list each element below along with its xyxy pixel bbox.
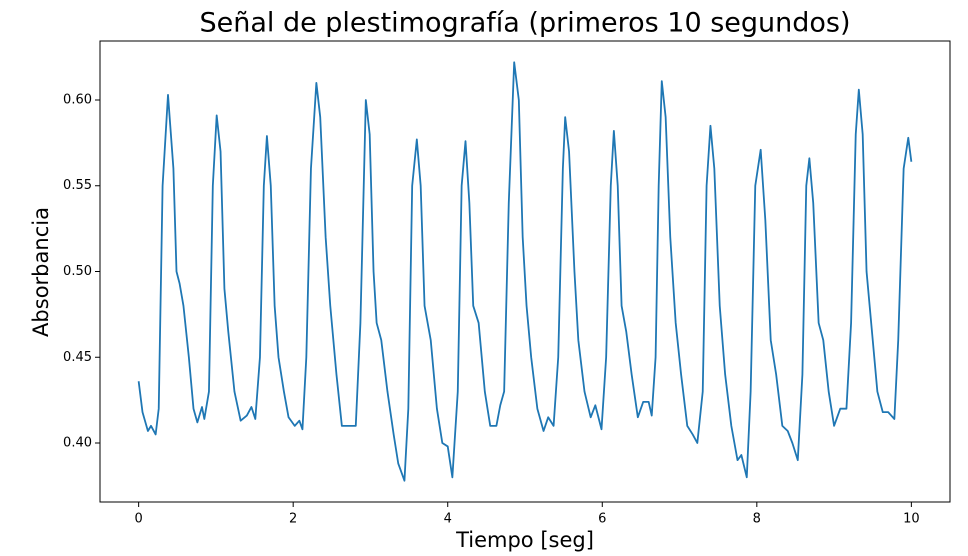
chart-title: Señal de plestimografía (primeros 10 seg…	[199, 8, 850, 39]
x-tick-label: 0	[134, 512, 142, 527]
y-axis-label: Absorbancia	[29, 207, 53, 337]
y-tick-label: 0.60	[63, 92, 92, 107]
y-tick-label: 0.45	[63, 350, 92, 365]
x-tick-label: 6	[598, 512, 606, 527]
y-tick-label: 0.55	[63, 178, 92, 193]
y-tick-label: 0.40	[63, 436, 92, 451]
plot-frame	[99, 40, 951, 503]
x-tick-label: 4	[444, 512, 452, 527]
y-tick-label: 0.50	[63, 264, 92, 279]
x-tick-label: 2	[289, 512, 297, 527]
x-tick-label: 8	[753, 512, 761, 527]
x-axis-label: Tiempo [seg]	[455, 528, 594, 552]
signal-line	[137, 61, 913, 482]
x-tick-label: 10	[903, 512, 920, 527]
